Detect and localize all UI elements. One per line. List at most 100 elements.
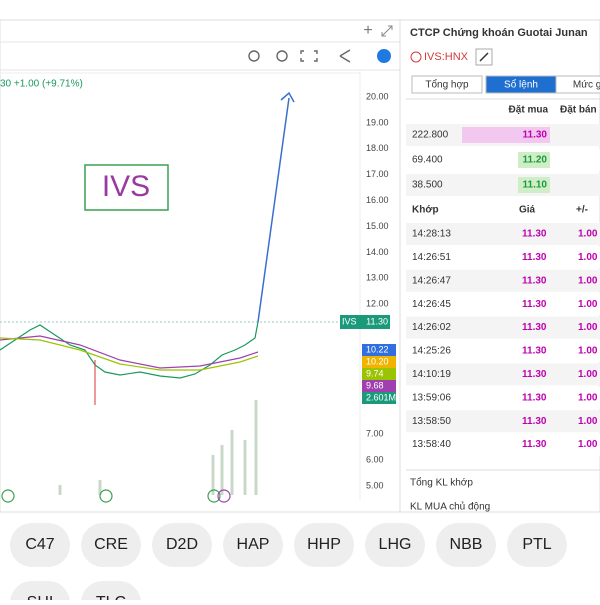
trade-value: 1.00 [578,275,598,286]
chip[interactable] [10,581,70,605]
trade-time: 13:58:40 [412,439,451,450]
indicator-tag-text: 10.20 [366,356,389,366]
trade-time: 14:26:47 [412,275,451,286]
chip[interactable] [152,523,212,567]
trade-value: 11.30 [522,416,547,427]
expand-icon[interactable] [381,25,393,37]
share-icon[interactable] [339,49,351,63]
clock-icon [410,51,422,63]
trade-value: 1.00 [578,392,598,403]
ma-line [0,335,259,369]
tab[interactable] [555,75,600,94]
chip[interactable] [10,523,70,567]
depth-bar [518,152,550,168]
price-axis-label: 17.00 [366,169,389,179]
annotation: IVS [102,170,150,203]
tab-label: Sổ lệnh [504,79,538,91]
fullscreen-icon[interactable] [300,50,318,62]
price-axis-label: 19.00 [366,117,389,127]
legend: 30 +1.00 (+9.71%) [0,79,83,90]
price-axis-label: 16.00 [366,195,389,205]
chip[interactable] [436,523,496,567]
chip-label: NBB [450,536,483,553]
trade-row [406,410,600,433]
trade-value: 11.30 [522,252,547,263]
chip-label: CRE [94,536,128,553]
trade-time: 14:28:13 [412,229,451,240]
book-price: 11.30 [523,130,548,141]
event-marker [1,489,15,503]
company-name: CTCP Chứng khoán Guotai Junan [410,27,588,39]
chip-label: HHP [307,536,341,553]
price-axis-label: 14.00 [366,247,389,257]
trade-row [406,269,600,292]
chip[interactable] [294,523,354,567]
trade-value: 11.30 [522,439,547,450]
trades-header: +/- [576,205,588,216]
book-volume: 38.500 [412,180,443,191]
indicator-tag [362,380,396,392]
trade-value: 11.30 [522,299,547,310]
trade-value: 11.30 [522,322,547,333]
trade-value: 11.30 [522,392,547,403]
chip-label: C47 [25,536,54,553]
indicator-tag-text: 2.601M [366,392,396,402]
trades-header: Giá [519,205,536,216]
footer-label: KL MUA chủ động [410,501,490,513]
arrow [257,97,290,323]
trade-value: 1.00 [578,439,598,450]
indicator-tag-text: 10.22 [366,344,389,354]
trade-value: 11.30 [522,229,547,240]
tab-label: Tổng hợp [425,79,469,91]
trade-row [406,293,600,316]
chip[interactable] [223,523,283,567]
tab[interactable] [411,75,483,94]
last-price-value: 11.30 [366,316,388,326]
indicator-tag [362,344,396,356]
chip-label: TLC [96,594,126,600]
chip[interactable] [507,523,567,567]
indicator-tag-text: 9.68 [366,380,384,390]
trade-row [406,223,600,245]
book-row [406,174,600,196]
arrow-head [280,91,295,103]
book-volume: 222.800 [412,130,449,141]
tab-label: Mức giá [573,80,600,91]
chip-label: LHG [379,536,412,553]
add-button[interactable]: + [363,22,372,39]
book-volume: 69.400 [412,155,443,166]
depth-bar [518,177,550,193]
book-row [406,149,600,171]
settings-icon[interactable] [276,50,288,62]
price-line [0,321,259,379]
trade-row [406,386,600,409]
edit-icon [479,52,489,62]
chip[interactable] [81,581,141,605]
trade-value: 1.00 [578,322,598,333]
trade-value: 11.30 [522,275,547,286]
trade-value: 11.30 [522,369,547,380]
annotation-box [84,164,169,211]
trade-row [406,433,600,456]
price-axis-label: 15.00 [366,221,389,231]
trade-time: 13:58:50 [412,416,451,427]
trade-time: 14:26:45 [412,299,451,310]
price-axis-label: 5.00 [366,480,384,490]
event-marker [99,489,113,503]
trade-row [406,363,600,386]
zoom-icon[interactable] [248,50,260,62]
trade-value: 1.00 [578,252,598,263]
trade-value: 1.00 [578,416,598,427]
price-axis-label: 13.00 [366,273,389,283]
indicator-tag-text: 9.74 [366,368,384,378]
trade-value: 1.00 [578,299,598,310]
price-axis-label: 20.00 [366,91,389,101]
trade-time: 13:59:06 [412,392,451,403]
volume-bars [58,400,258,495]
last-price-tag [340,315,390,329]
trade-row [406,316,600,339]
chip[interactable] [81,523,141,567]
chip[interactable] [365,523,425,567]
trade-value: 1.00 [578,346,598,357]
trade-time: 14:26:51 [412,252,451,263]
